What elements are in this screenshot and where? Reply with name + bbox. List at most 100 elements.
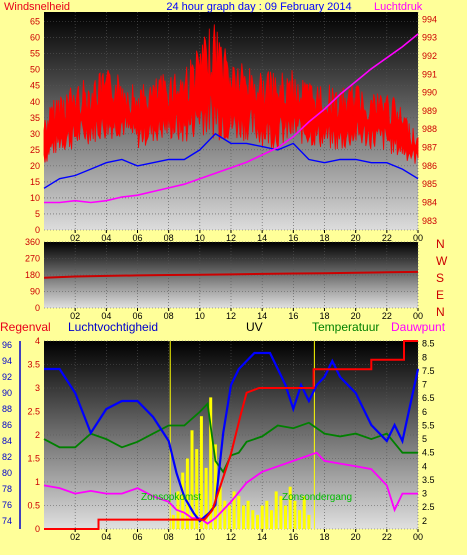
x-tick-label: 10 bbox=[195, 233, 205, 243]
sunrise-annotation: Zonsopkomst bbox=[141, 492, 201, 503]
y-tick-label-temperature: 3.5 bbox=[422, 475, 435, 485]
y-tick-label-pressure: 990 bbox=[422, 88, 437, 98]
x-tick-label: 16 bbox=[288, 311, 298, 321]
x-tick-label: 18 bbox=[319, 233, 329, 243]
x-tick-label: 16 bbox=[288, 233, 298, 243]
y-tick-label-humidity: 92 bbox=[2, 372, 12, 382]
uv-bar bbox=[242, 505, 245, 529]
y-axis-humidity: 74 76 78 80 82 84 86 88 90 92 94 96 bbox=[2, 340, 21, 529]
y-tick-label-temperature: 8 bbox=[422, 352, 427, 362]
uv-bar bbox=[256, 514, 259, 529]
uv-bar bbox=[199, 416, 203, 529]
y-tick-label-wind: 15 bbox=[30, 177, 40, 187]
sunset-annotation: Zonsondergang bbox=[282, 492, 352, 503]
x-tick-label: 14 bbox=[257, 311, 267, 321]
y-tick-label-pressure: 992 bbox=[422, 51, 437, 61]
y-tick-label-pressure: 991 bbox=[422, 69, 437, 79]
x-tick-label: 20 bbox=[351, 532, 361, 542]
pressure-label: Luchtdruk bbox=[374, 1, 423, 13]
y-tick-label-rain: 0.5 bbox=[27, 501, 40, 511]
y-tick-label-humidity: 88 bbox=[2, 404, 12, 414]
y-tick-label-wind: 0 bbox=[35, 225, 40, 235]
x-tick-label: 08 bbox=[164, 311, 174, 321]
compass-letter: E bbox=[436, 288, 444, 302]
y-tick-label-wind: 5 bbox=[35, 209, 40, 219]
y-tick-label-wind: 45 bbox=[30, 81, 40, 91]
x-axis-weather: 02 04 06 08 10 12 14 16 18 20 22 00 bbox=[70, 529, 423, 542]
uv-label: UV bbox=[246, 320, 263, 334]
uv-bar bbox=[293, 500, 297, 529]
x-tick-label: 04 bbox=[101, 311, 111, 321]
dewpoint-label: Dauwpunt bbox=[391, 320, 446, 334]
wind-average-line bbox=[43, 132, 419, 189]
x-tick-label: 02 bbox=[70, 311, 80, 321]
rain-line bbox=[44, 340, 418, 530]
y-tick-label-wind: 30 bbox=[30, 129, 40, 139]
y-tick-label-temperature: 2 bbox=[422, 516, 427, 526]
x-tick-label: 02 bbox=[70, 532, 80, 542]
x-tick-label: 10 bbox=[195, 311, 205, 321]
x-tick-label: 06 bbox=[132, 233, 142, 243]
x-tick-label: 22 bbox=[382, 532, 392, 542]
y-tick-label-rain: 3 bbox=[35, 383, 40, 393]
temperature-label: Temperatuur bbox=[312, 320, 379, 334]
uv-bar bbox=[185, 458, 189, 529]
y-tick-label-wind: 40 bbox=[30, 97, 40, 107]
uv-bar bbox=[288, 486, 292, 529]
x-tick-label: 00 bbox=[413, 532, 423, 542]
uv-bar bbox=[195, 449, 199, 529]
y-tick-label-rain: 0 bbox=[35, 524, 40, 534]
rain-label: Regenval bbox=[0, 320, 51, 334]
y-tick-label-pressure: 983 bbox=[422, 216, 437, 226]
x-tick-label: 06 bbox=[132, 311, 142, 321]
y-tick-label-temperature: 4.5 bbox=[422, 448, 435, 458]
uv-bar bbox=[227, 505, 231, 529]
x-axis-wind: 02 04 06 08 10 12 14 16 18 20 22 00 bbox=[70, 230, 423, 243]
x-tick-label: 04 bbox=[101, 532, 111, 542]
rain-humidity-temp-panel: 00.511.522.533.54 7476788082848688909294… bbox=[0, 320, 446, 542]
y-tick-label-humidity: 76 bbox=[2, 500, 12, 510]
y-tick-label-pressure: 986 bbox=[422, 161, 437, 171]
uv-bar bbox=[284, 505, 287, 529]
y-tick-label-temperature: 3 bbox=[422, 489, 427, 499]
compass-letter: N bbox=[436, 305, 445, 319]
uv-bar bbox=[204, 467, 208, 529]
x-axis-direction: 02 04 06 08 10 12 14 16 18 20 22 00 bbox=[70, 308, 423, 321]
y-tick-label-pressure: 987 bbox=[422, 143, 437, 153]
y-tick-label-humidity: 84 bbox=[2, 436, 12, 446]
x-tick-label: 14 bbox=[257, 233, 267, 243]
x-tick-label: 10 bbox=[195, 532, 205, 542]
compass-letter: W bbox=[436, 254, 448, 268]
y-tick-label-rain: 4 bbox=[35, 336, 40, 346]
y-tick-label-humidity: 82 bbox=[2, 452, 12, 462]
y-tick-label-wind: 50 bbox=[30, 65, 40, 75]
y-tick-label-humidity: 94 bbox=[2, 356, 12, 366]
y-tick-label-wind: 35 bbox=[30, 113, 40, 123]
uv-bar bbox=[251, 510, 255, 529]
uv-bar bbox=[270, 510, 273, 529]
x-tick-label: 18 bbox=[319, 532, 329, 542]
series-wind bbox=[43, 24, 419, 204]
x-tick-label: 12 bbox=[226, 532, 236, 542]
x-tick-label: 00 bbox=[413, 233, 423, 243]
uv-bar bbox=[223, 500, 227, 529]
y-tick-label-pressure: 988 bbox=[422, 124, 437, 134]
y-tick-label-humidity: 90 bbox=[2, 388, 12, 398]
y-axis-temperature: 2 2.5 3 3.5 4 4.5 5 5.5 6 6.5 7 7.5 8 8.5 bbox=[422, 339, 435, 526]
humidity-line bbox=[44, 351, 420, 523]
x-tick-label: 00 bbox=[413, 311, 423, 321]
uv-bar bbox=[246, 500, 250, 529]
y-tick-label-pressure: 989 bbox=[422, 106, 437, 116]
y-tick-label-humidity: 96 bbox=[2, 340, 12, 350]
y-tick-label-humidity: 80 bbox=[2, 468, 12, 478]
x-tick-label: 06 bbox=[132, 532, 142, 542]
y-tick-label-rain: 1.5 bbox=[27, 454, 40, 464]
uv-bar bbox=[298, 510, 302, 529]
x-tick-label: 22 bbox=[382, 233, 392, 243]
pressure-line bbox=[44, 33, 419, 204]
compass-letter: N bbox=[436, 237, 445, 251]
wind-direction-line bbox=[43, 270, 419, 279]
